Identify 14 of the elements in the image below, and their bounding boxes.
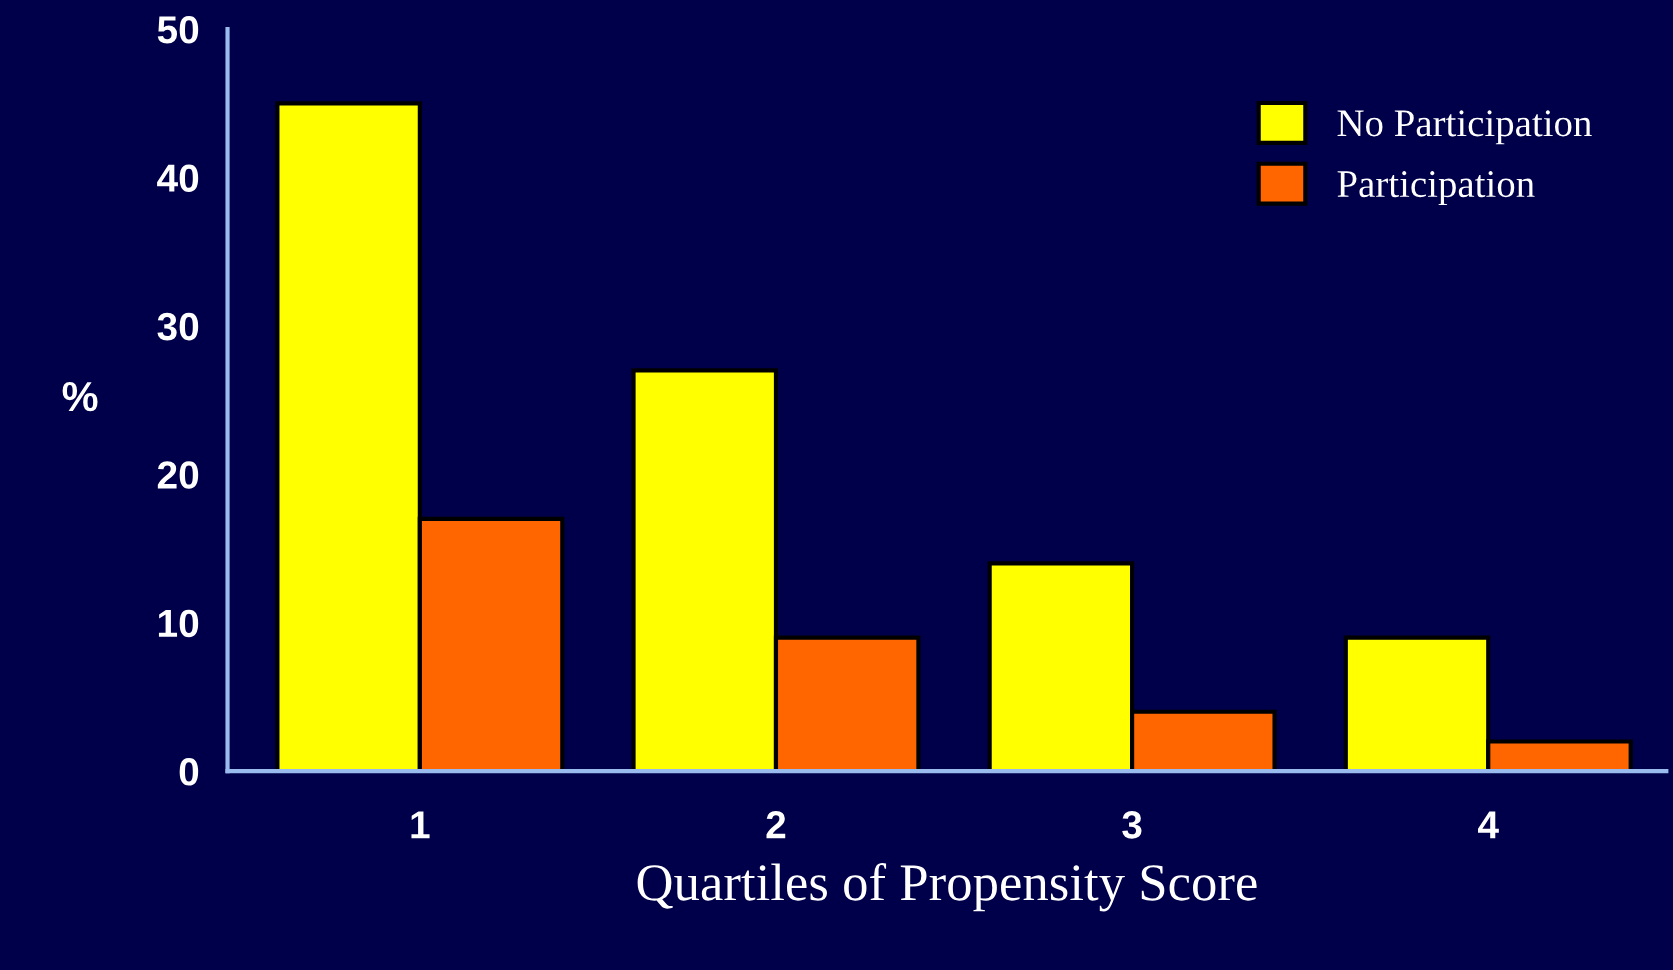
x-tick-label: 3 — [1122, 811, 1142, 839]
legend-label: No Participation — [1337, 110, 1592, 145]
y-tick-label: 50 — [157, 16, 199, 44]
y-tick-label: 0 — [179, 758, 199, 786]
legend-label: Participation — [1337, 171, 1535, 206]
y-tick-label: 10 — [158, 609, 199, 638]
x-tick-label: 1 — [411, 811, 430, 839]
x-axis-title: Quartiles of Propensity Score — [637, 862, 1257, 912]
y-tick-label: 30 — [157, 312, 199, 341]
y-axis-title: % — [62, 381, 98, 412]
y-tick-label: 20 — [157, 461, 199, 489]
y-tick-label: 40 — [157, 164, 199, 192]
x-tick-label: 2 — [766, 811, 786, 839]
x-tick-label: 4 — [1478, 811, 1499, 839]
